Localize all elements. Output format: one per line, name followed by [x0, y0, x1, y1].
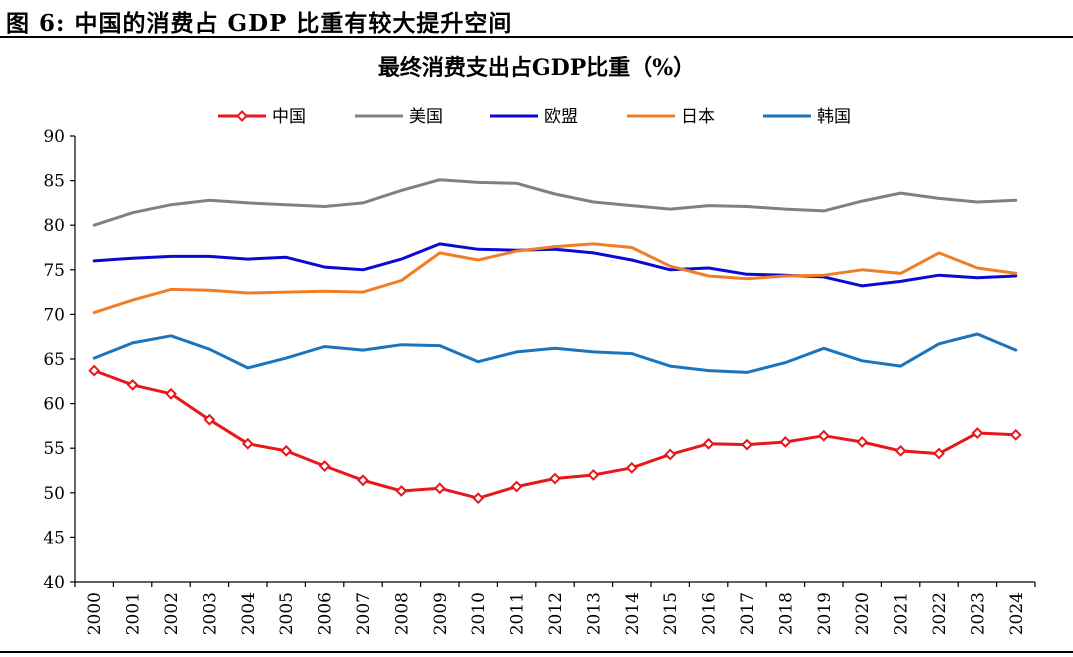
legend-label: 欧盟 — [544, 107, 578, 127]
x-tick-label: 2000 — [85, 592, 105, 635]
x-tick-label: 2009 — [431, 592, 451, 635]
data-point — [856, 436, 869, 448]
data-point — [433, 482, 446, 495]
data-point — [625, 461, 638, 474]
x-tick-label: 2005 — [277, 592, 297, 635]
data-point — [971, 427, 984, 439]
x-tick-label: 2021 — [892, 592, 912, 635]
chart-title: 最终消费支出占GDP比重（%） — [377, 55, 696, 81]
series-line-3 — [92, 242, 1018, 315]
y-tick-label: 55 — [43, 439, 65, 459]
x-tick-label: 2019 — [815, 592, 835, 635]
data-point — [395, 485, 408, 497]
y-tick-label: 85 — [43, 172, 65, 192]
data-point — [241, 437, 254, 450]
bottom-rule — [0, 651, 1073, 653]
x-tick-label: 2007 — [354, 592, 374, 635]
x-tick-label: 2006 — [316, 592, 336, 635]
data-point — [165, 387, 177, 400]
data-point — [88, 364, 101, 377]
data-point — [817, 429, 830, 442]
x-tick-label: 2018 — [776, 592, 796, 635]
series-line-4 — [92, 332, 1018, 374]
legend-marker — [236, 110, 248, 122]
y-tick-label: 70 — [43, 305, 65, 325]
y-tick-label: 40 — [43, 573, 65, 593]
data-point — [587, 469, 600, 481]
data-point — [126, 378, 139, 391]
series-line-2 — [92, 242, 1018, 288]
x-tick-label: 2008 — [392, 592, 412, 635]
x-tick-label: 2022 — [930, 592, 950, 635]
figure-header: 图 6: 中国的消费占 GDP 比重有较大提升空间 — [0, 0, 1073, 38]
series-line-1 — [92, 178, 1018, 227]
y-tick-label: 80 — [43, 216, 65, 236]
x-tick-label: 2024 — [1007, 592, 1027, 635]
data-point — [318, 460, 331, 472]
data-point — [894, 444, 907, 457]
x-tick-label: 2013 — [584, 592, 604, 635]
x-tick-label: 2001 — [124, 592, 144, 635]
y-tick-label: 75 — [43, 261, 65, 281]
figure-title: 图 6: 中国的消费占 GDP 比重有较大提升空间 — [6, 10, 513, 37]
data-point — [472, 492, 485, 505]
data-point — [549, 472, 561, 485]
y-tick-label: 65 — [43, 350, 65, 370]
x-tick-label: 2014 — [623, 592, 643, 635]
data-point — [1009, 428, 1022, 441]
data-point — [203, 413, 216, 426]
legend-label: 美国 — [409, 107, 443, 127]
y-tick-label: 45 — [43, 528, 65, 548]
data-point — [280, 444, 293, 457]
x-tick-label: 2023 — [968, 592, 988, 635]
x-tick-label: 2004 — [239, 592, 259, 635]
data-point — [664, 448, 677, 461]
legend-label: 韩国 — [817, 107, 851, 127]
data-point — [779, 436, 792, 448]
x-tick-label: 2017 — [738, 592, 758, 635]
legend-label: 日本 — [681, 107, 715, 127]
x-tick-label: 2003 — [200, 592, 220, 635]
top-rule — [0, 36, 1073, 38]
x-tick-label: 2012 — [546, 592, 566, 635]
y-tick-label: 90 — [43, 127, 65, 147]
data-point — [357, 474, 369, 487]
legend-label: 中国 — [272, 107, 306, 127]
y-tick-label: 50 — [43, 484, 65, 504]
data-point — [702, 437, 715, 450]
data-point — [933, 447, 945, 460]
y-tick-label: 60 — [43, 395, 65, 415]
x-tick-label: 2016 — [700, 592, 720, 635]
x-tick-label: 2015 — [661, 592, 681, 635]
x-tick-label: 2002 — [162, 592, 182, 635]
data-point — [741, 438, 753, 451]
data-point — [510, 480, 523, 493]
x-tick-label: 2011 — [508, 592, 528, 635]
x-tick-label: 2020 — [853, 592, 873, 635]
x-tick-label: 2010 — [469, 592, 489, 635]
